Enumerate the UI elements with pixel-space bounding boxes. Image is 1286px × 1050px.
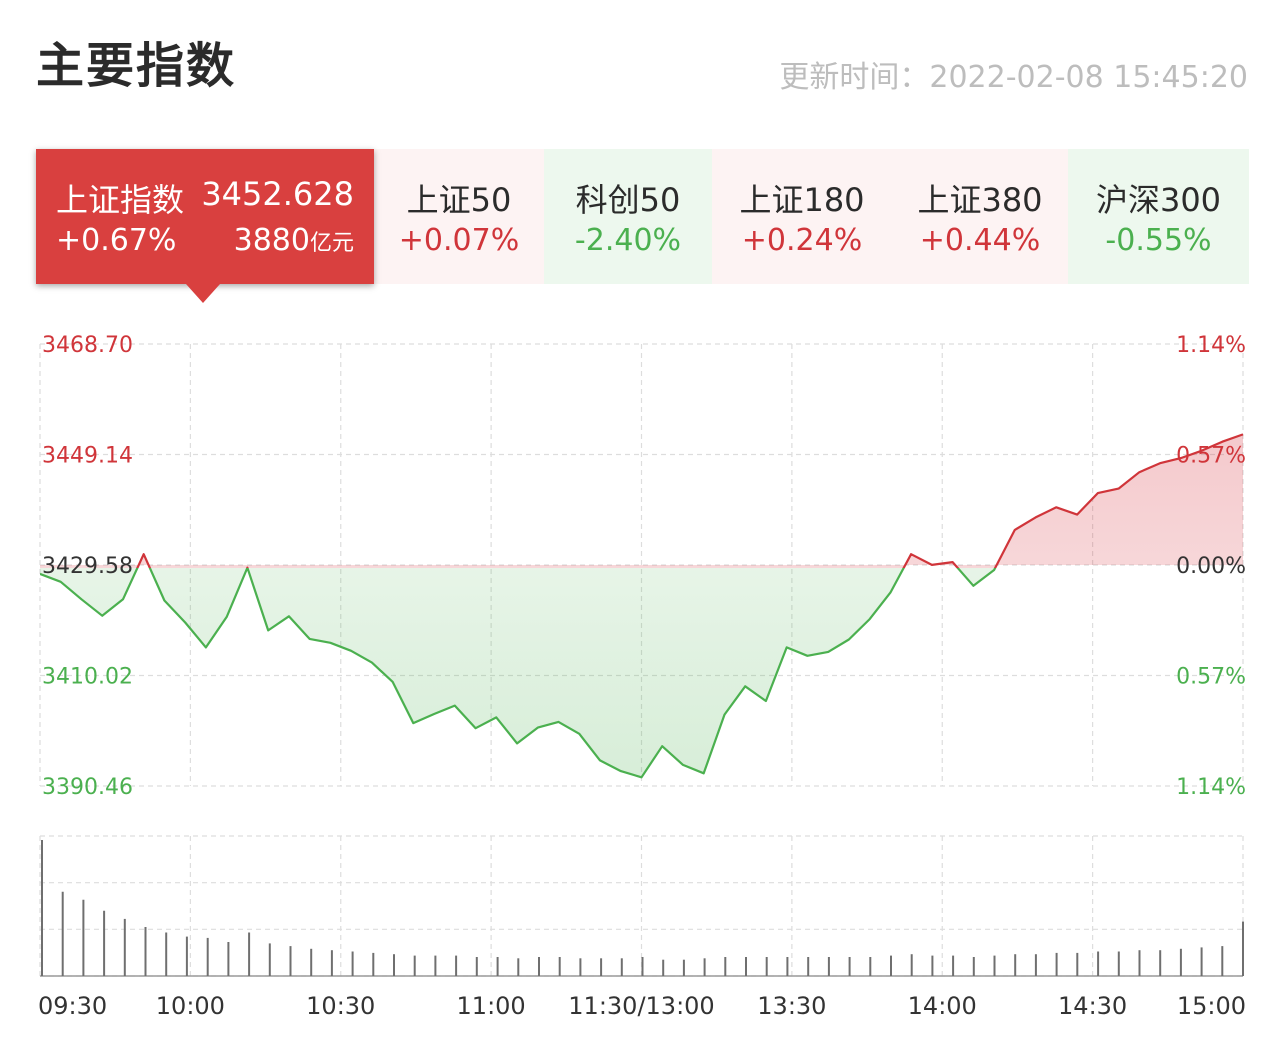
time-tick-label: 15:00: [1177, 992, 1246, 1020]
percent-tick-label: 1.14%: [1176, 333, 1246, 358]
price-tick-label: 3468.70: [42, 333, 133, 358]
price-line-down: [40, 568, 997, 779]
price-line-up: [136, 433, 1244, 568]
time-tick-label: 14:00: [908, 992, 977, 1020]
time-tick-label: 10:00: [156, 992, 225, 1020]
time-axis-labels: 09:30 10:00 10:30 11:00 11:30/13:00 13:30 14:0…: [38, 992, 1246, 1020]
time-tick-label: 13:30: [757, 992, 826, 1020]
tab-name: 上证50: [406, 181, 512, 219]
volume-grid: [39, 835, 1244, 977]
turnover-value: 3880: [233, 223, 310, 258]
price-axis-labels: 3468.70 3449.14 3429.58 3410.02 3390.46: [42, 333, 133, 800]
page-title: 主要指数: [36, 38, 237, 94]
price-area-above: [40, 434, 1243, 568]
tab-csi300[interactable]: 沪深300 -0.55%: [1068, 149, 1249, 284]
tab-sse-composite[interactable]: 上证指数 3452.628 +0.67% 3880亿元: [36, 149, 374, 303]
update-time: 更新时间：2022-02-08 15:45:20: [779, 52, 1248, 96]
price-tick-label: 3390.46: [42, 775, 133, 800]
tab-change: -2.40%: [574, 223, 682, 258]
tab-change: +0.07%: [398, 223, 520, 258]
tab-sse180[interactable]: 上证180 +0.24%: [712, 149, 892, 284]
price-area-below: [40, 568, 996, 778]
price-area: [40, 434, 1243, 778]
price-line: [40, 433, 1244, 779]
tab-sse50[interactable]: 上证50 +0.07%: [374, 149, 544, 284]
tab-name: 科创50: [575, 181, 681, 219]
tab-change: +0.44%: [919, 223, 1041, 258]
active-tab-pointer: [186, 284, 220, 303]
update-time-label: 更新时间：: [779, 60, 930, 95]
turnover-unit: 亿元: [309, 231, 354, 256]
active-index-name: 上证指数: [56, 181, 185, 219]
price-tick-label: 3410.02: [42, 665, 133, 690]
price-tick-label: 3429.58: [42, 554, 133, 579]
time-tick-label: 14:30: [1058, 992, 1127, 1020]
time-tick-label: 10:30: [306, 992, 375, 1020]
index-tabs: 上证50 +0.07% 科创50 -2.40% 上证180 +0.24% 上证3…: [36, 149, 1249, 303]
tab-change: +0.24%: [741, 223, 863, 258]
tab-name: 上证180: [739, 181, 865, 219]
tab-star50[interactable]: 科创50 -2.40%: [544, 149, 712, 284]
tab-name: 上证380: [917, 181, 1043, 219]
time-tick-label: 11:00: [457, 992, 526, 1020]
time-tick-label: 09:30: [38, 992, 107, 1020]
price-tick-label: 3449.14: [42, 444, 133, 469]
update-time-value: 2022-02-08 15:45:20: [929, 60, 1248, 95]
volume-bars: [41, 840, 1244, 976]
tab-name: 沪深300: [1095, 181, 1222, 219]
percent-tick-label: 1.14%: [1176, 775, 1246, 800]
percent-axis-labels: 1.14% 0.57% 0.00% 0.57% 1.14%: [1176, 333, 1246, 800]
active-index-value: 3452.628: [201, 175, 354, 213]
tab-change: -0.55%: [1105, 223, 1212, 258]
tab-sse380[interactable]: 上证380 +0.44%: [892, 149, 1068, 284]
active-index-turnover: 3880亿元: [234, 223, 354, 258]
active-index-change: +0.67%: [56, 223, 177, 258]
percent-tick-label: 0.57%: [1176, 444, 1246, 469]
percent-tick-label: 0.00%: [1176, 554, 1246, 579]
percent-tick-label: 0.57%: [1176, 665, 1246, 690]
time-tick-label: 11:30/13:00: [568, 992, 714, 1020]
